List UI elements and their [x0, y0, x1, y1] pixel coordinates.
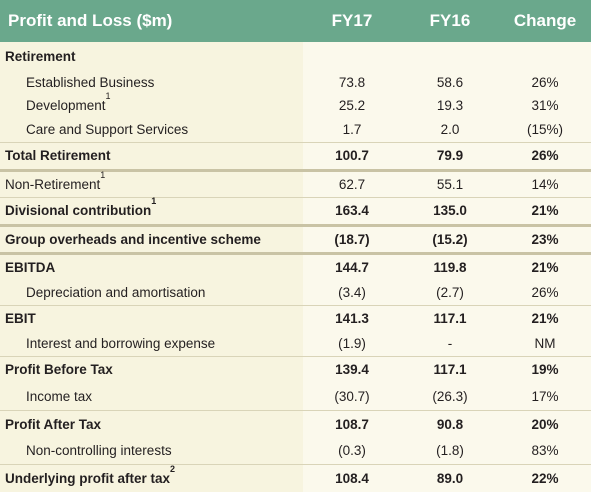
cell-fy17: (1.9) — [338, 335, 366, 351]
row-label: Non-controlling interests — [26, 443, 172, 459]
cell-change: 21% — [531, 310, 559, 326]
cell-fy17: 108.4 — [335, 470, 369, 486]
cell-change: 21% — [531, 203, 559, 219]
cell-fy17: (18.7) — [334, 231, 370, 247]
cell-fy16: 135.0 — [433, 203, 467, 219]
cell-fy17: 25.2 — [338, 98, 366, 114]
table-title: Profit and Loss ($m) — [8, 11, 173, 30]
table-row: Depreciation and amortisation (3.4) (2.7… — [0, 281, 591, 305]
row-label: Care and Support Services — [26, 122, 189, 138]
footnote-marker: 1 — [100, 169, 106, 180]
header-change: Change — [513, 11, 577, 30]
cell-change: 83% — [531, 443, 559, 459]
table-row: Total Retirement 100.7 79.9 26% — [0, 142, 591, 169]
cell-fy16: 19.3 — [436, 98, 464, 114]
cell-change: (15%) — [526, 122, 563, 138]
footnote-marker: 1 — [151, 196, 157, 207]
table-row: Profit Before Tax 139.4 117.1 19% — [0, 356, 591, 383]
table-row: Care and Support Services 1.7 2.0 (15%) — [0, 118, 591, 142]
table-header: Profit and Loss ($m) FY17 FY16 Change — [0, 0, 591, 42]
header-fy17: FY17 — [331, 11, 373, 30]
cell-fy16: (2.7) — [436, 285, 464, 301]
cell-fy16: 117.1 — [433, 362, 467, 378]
cell-change: 14% — [531, 176, 559, 192]
cell-fy17: (3.4) — [338, 285, 366, 301]
table-row: Development1 25.2 19.3 31% — [0, 91, 591, 118]
cell-fy16: 119.8 — [433, 260, 467, 276]
cell-fy17: 62.7 — [338, 176, 366, 192]
cell-fy17: 163.4 — [335, 203, 369, 219]
row-label: Interest and borrowing expense — [26, 335, 216, 351]
cell-change: 17% — [531, 388, 559, 404]
cell-fy17: (0.3) — [338, 443, 366, 459]
row-label: Underlying profit after tax — [5, 470, 171, 486]
row-label: Income tax — [26, 388, 93, 404]
cell-change: 19% — [531, 362, 559, 378]
row-label: Development — [26, 98, 106, 114]
cell-fy16: 58.6 — [436, 74, 464, 90]
header-fy16: FY16 — [429, 11, 471, 30]
cell-change: 26% — [531, 285, 559, 301]
row-label: Non-Retirement — [5, 176, 101, 192]
table-row: EBITDA 144.7 119.8 21% — [0, 252, 591, 281]
row-label: Profit Before Tax — [5, 362, 113, 378]
cell-fy17: 144.7 — [335, 260, 369, 276]
cell-fy17: 1.7 — [342, 122, 362, 138]
cell-fy17: 141.3 — [335, 310, 369, 326]
table-row: Interest and borrowing expense (1.9) - N… — [0, 331, 591, 356]
table-row: Group overheads and incentive scheme (18… — [0, 224, 591, 252]
cell-fy16: (26.3) — [432, 388, 468, 404]
row-label: Divisional contribution — [5, 203, 152, 219]
cell-change: 20% — [531, 416, 559, 432]
cell-fy16: - — [447, 335, 453, 351]
cell-fy17: 139.4 — [335, 362, 369, 378]
table-row: Retirement — [0, 42, 591, 71]
cell-fy16: 90.8 — [436, 416, 464, 432]
cell-fy16: 89.0 — [436, 470, 464, 486]
cell-change: 26% — [531, 148, 559, 164]
row-label: Group overheads and incentive scheme — [5, 231, 261, 247]
table-row: Underlying profit after tax2 108.4 89.0 … — [0, 464, 591, 492]
cell-fy17: 100.7 — [335, 148, 369, 164]
table-row: Non-Retirement1 62.7 55.1 14% — [0, 169, 591, 197]
cell-fy16: 117.1 — [433, 310, 467, 326]
cell-fy16: (15.2) — [432, 231, 468, 247]
cell-fy17: 108.7 — [335, 416, 369, 432]
cell-change: NM — [534, 335, 556, 351]
table-row: Divisional contribution1 163.4 135.0 21% — [0, 197, 591, 224]
cell-fy16: (1.8) — [436, 443, 464, 459]
row-label: Established Business — [26, 74, 155, 90]
footnote-marker: 1 — [105, 91, 111, 102]
cell-change: 26% — [531, 74, 559, 90]
table-row: Income tax (30.7) (26.3) 17% — [0, 383, 591, 410]
row-label: Depreciation and amortisation — [26, 285, 206, 301]
cell-fy17: 73.8 — [338, 74, 366, 90]
row-label: EBITDA — [5, 260, 56, 276]
cell-change: 31% — [531, 98, 559, 114]
cell-change: 23% — [531, 231, 559, 247]
cell-change: 21% — [531, 260, 559, 276]
row-label: EBIT — [5, 310, 36, 326]
row-label: Profit After Tax — [5, 416, 102, 432]
cell-fy17: (30.7) — [334, 388, 370, 404]
cell-change: 22% — [531, 470, 559, 486]
table-row: Non-controlling interests (0.3) (1.8) 83… — [0, 438, 591, 464]
table-row: Profit After Tax 108.7 90.8 20% — [0, 410, 591, 438]
cell-fy16: 2.0 — [440, 122, 460, 138]
row-label: Total Retirement — [5, 148, 111, 164]
cell-fy16: 55.1 — [436, 176, 464, 192]
cell-fy16: 79.9 — [436, 148, 464, 164]
table-row: EBIT 141.3 117.1 21% — [0, 305, 591, 331]
footnote-marker: 2 — [170, 463, 176, 474]
row-label: Retirement — [5, 48, 76, 64]
table-row: Established Business 73.8 58.6 26% — [0, 71, 591, 94]
